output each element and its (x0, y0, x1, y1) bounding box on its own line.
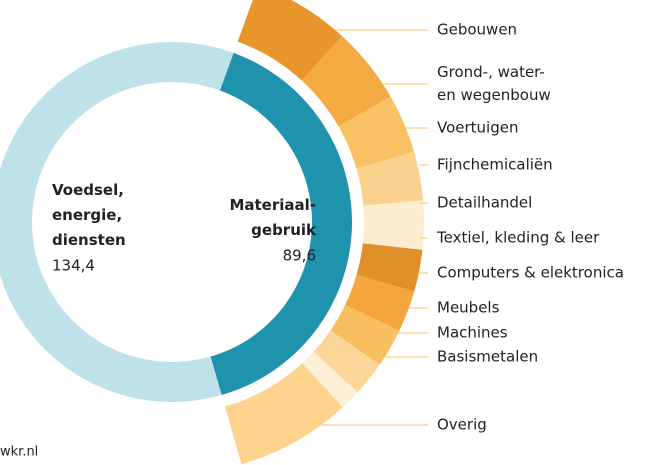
breakdown-segment (301, 36, 391, 127)
breakdown-segment (237, 0, 343, 81)
breakdown-label: Textiel, kleding & leer (436, 229, 600, 247)
source: wkr.nl (0, 445, 38, 460)
breakdown-segment (356, 151, 424, 206)
value-label: 89,6 (283, 247, 316, 265)
donut-segment (0, 42, 234, 402)
segment-label: Voedsel, energie, diensten (52, 181, 126, 249)
breakdown-label: Overig (437, 416, 487, 434)
breakdown-segment (345, 274, 415, 331)
breakdown-segment (302, 351, 358, 408)
breakdown-label: Meubels (437, 299, 500, 317)
breakdown-label: Machines (437, 324, 508, 342)
segment-label: Materiaal-gebruik (229, 196, 317, 239)
donut-segment (210, 52, 352, 396)
breakdown-segment (330, 305, 400, 365)
breakdown-label: Detailhandel (437, 194, 532, 212)
breakdown-label: Computers & elektronica (437, 264, 624, 282)
breakdown-label: Grond-, water-en wegenbouw (437, 63, 551, 104)
breakdown-label: Gebouwen (437, 21, 517, 39)
breakdown-segment (224, 363, 343, 465)
breakdown-segment (338, 96, 415, 169)
breakdown-label: Basismetalen (437, 348, 538, 366)
breakdown-label: Voertuigen (437, 119, 518, 137)
value-label: 134,4 (52, 257, 95, 275)
breakdown-segment (356, 243, 423, 292)
breakdown-segment (313, 330, 380, 393)
breakdown-segment (362, 200, 424, 250)
breakdown-label: Fijnchemicaliën (437, 156, 553, 174)
